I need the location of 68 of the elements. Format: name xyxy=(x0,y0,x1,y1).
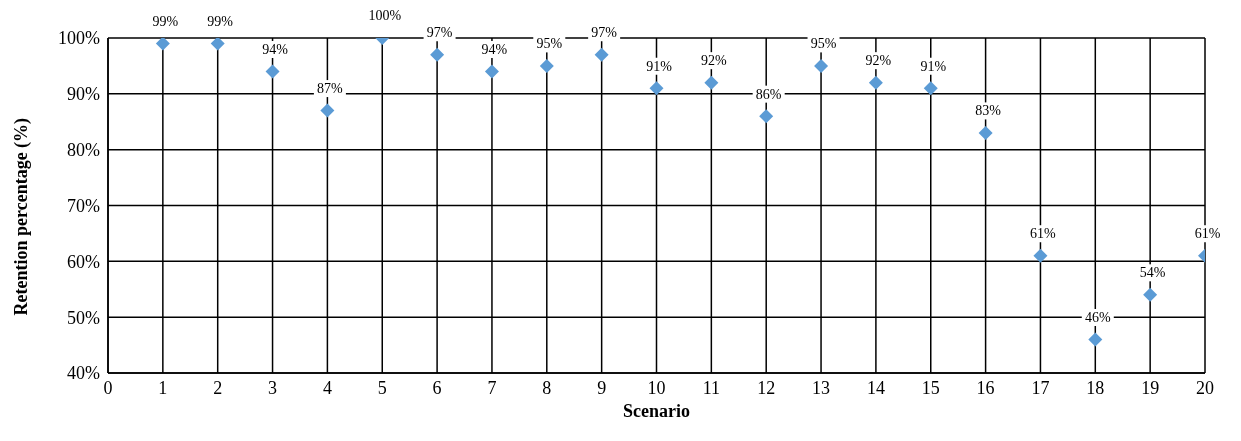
data-label: 61% xyxy=(1194,226,1221,242)
data-label: 86% xyxy=(755,86,782,102)
x-tick-label: 20 xyxy=(1196,377,1214,398)
x-tick-label: 15 xyxy=(921,377,940,398)
x-tick-label: 6 xyxy=(432,377,442,398)
point xyxy=(1088,332,1103,347)
data-label: 95% xyxy=(810,36,837,52)
y-tick-label: 60% xyxy=(67,251,100,272)
point xyxy=(320,103,335,118)
x-tick-label: 7 xyxy=(487,377,497,398)
data-label: 97% xyxy=(591,25,618,41)
data-label: 46% xyxy=(1084,309,1111,325)
point xyxy=(210,38,225,51)
data-label: 99% xyxy=(207,14,234,30)
data-label: 91% xyxy=(920,58,947,74)
point xyxy=(923,81,938,96)
x-tick-label: 9 xyxy=(597,377,607,398)
x-tick-label: 13 xyxy=(812,377,831,398)
x-tick-label: 19 xyxy=(1141,377,1160,398)
point xyxy=(539,58,554,73)
point xyxy=(1143,287,1158,302)
data-label: 91% xyxy=(646,58,673,74)
x-tick-label: 14 xyxy=(866,377,885,398)
point xyxy=(265,64,280,79)
data-label: 83% xyxy=(975,103,1002,119)
x-tick-label: 4 xyxy=(322,377,332,398)
y-tick-label: 40% xyxy=(67,363,100,384)
point xyxy=(649,81,664,96)
point xyxy=(594,47,609,62)
point xyxy=(814,58,829,73)
y-tick-label: 70% xyxy=(67,195,100,216)
x-tick-label: 18 xyxy=(1086,377,1105,398)
point xyxy=(1033,248,1048,263)
x-tick-label: 17 xyxy=(1031,377,1050,398)
y-tick-label: 100% xyxy=(58,28,100,49)
y-tick-label: 80% xyxy=(67,140,100,161)
x-tick-label: 3 xyxy=(268,377,278,398)
y-tick-label: 50% xyxy=(67,307,100,328)
x-tick-label: 16 xyxy=(976,377,995,398)
data-label: 61% xyxy=(1030,226,1057,242)
y-axis-title: Retention percentage (%) xyxy=(11,117,33,316)
data-label: 97% xyxy=(426,25,453,41)
x-tick-label: 12 xyxy=(757,377,776,398)
data-label: 95% xyxy=(536,36,563,52)
point xyxy=(430,47,445,62)
x-tick-label: 8 xyxy=(542,377,552,398)
data-label: 92% xyxy=(701,53,727,69)
x-tick-label: 10 xyxy=(647,377,666,398)
data-label: 94% xyxy=(481,41,508,57)
point xyxy=(704,75,719,90)
data-label: 100% xyxy=(368,8,402,24)
x-tick-label: 0 xyxy=(103,377,113,398)
data-label: 87% xyxy=(317,81,344,97)
data-label: 54% xyxy=(1139,265,1166,281)
x-tick-label: 2 xyxy=(213,377,223,398)
data-label: 99% xyxy=(152,14,179,30)
point xyxy=(484,64,499,79)
point xyxy=(978,125,993,140)
x-axis-title: Scenario xyxy=(623,401,690,421)
y-tick-label: 90% xyxy=(67,84,100,105)
x-tick-label: 1 xyxy=(158,377,168,398)
point xyxy=(155,38,170,51)
point xyxy=(759,109,774,124)
point xyxy=(868,75,883,90)
x-tick-label: 5 xyxy=(377,377,387,398)
data-label: 92% xyxy=(865,53,892,69)
x-tick-label: 11 xyxy=(702,377,721,398)
data-label: 94% xyxy=(262,41,289,57)
